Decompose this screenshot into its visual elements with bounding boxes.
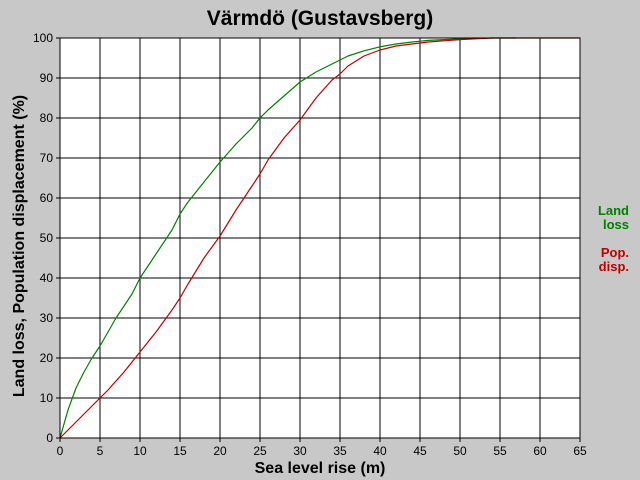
x-tick-label: 55 — [493, 444, 507, 458]
legend-pop-disp-line-1: Pop. — [601, 245, 629, 260]
y-tick-label: 20 — [40, 351, 54, 365]
land-loss-line — [59, 37, 516, 439]
x-tick-label: 20 — [213, 444, 227, 458]
x-tick-label: 10 — [133, 444, 147, 458]
legend-pop-disp-line-2: disp. — [599, 259, 629, 274]
x-tick-label: 0 — [57, 444, 64, 458]
legend-land-loss-line-1: Land — [598, 203, 629, 218]
chart-title: Värmdö (Gustavsberg) — [207, 7, 433, 30]
x-tick-label: 5 — [97, 444, 104, 458]
y-tick-label: 40 — [40, 271, 54, 285]
y-tick-label: 50 — [40, 231, 54, 245]
ticks: 0 5 10 15 20 25 30 35 40 45 50 55 60 65 0 10 20 30 40 50 60 7… — [33, 31, 587, 458]
x-tick-label: 40 — [373, 444, 387, 458]
x-axis-label: Sea level rise (m) — [255, 460, 386, 477]
x-tick-label: 65 — [573, 444, 587, 458]
x-tick-label: 25 — [253, 444, 267, 458]
x-tick-label: 60 — [533, 444, 547, 458]
x-tick-label: 35 — [333, 444, 347, 458]
y-tick-label: 60 — [40, 191, 54, 205]
y-tick-label: 90 — [40, 71, 54, 85]
y-tick-label: 0 — [46, 431, 53, 445]
y-tick-label: 100 — [33, 31, 53, 45]
y-axis-label: Land loss, Population displacement (%) — [11, 95, 28, 397]
y-tick-label: 70 — [40, 151, 54, 165]
y-tick-label: 30 — [40, 311, 54, 325]
x-tick-label: 45 — [413, 444, 427, 458]
legend: Land loss Pop. disp. — [598, 203, 629, 274]
x-tick-label: 30 — [293, 444, 307, 458]
x-tick-label: 15 — [173, 444, 187, 458]
y-tick-label: 80 — [40, 111, 54, 125]
legend-land-loss-line-2: loss — [603, 217, 629, 232]
x-tick-label: 50 — [453, 444, 467, 458]
y-tick-label: 10 — [40, 391, 54, 405]
